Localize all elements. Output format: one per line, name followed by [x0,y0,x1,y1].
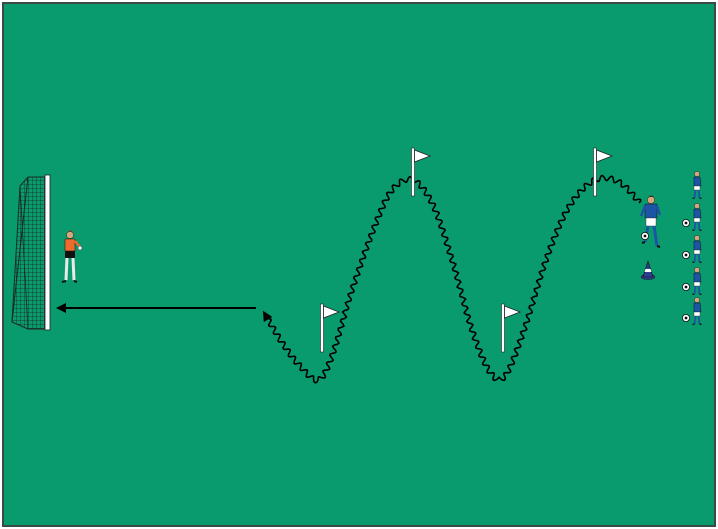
player-icon [639,195,662,248]
ball-icon [681,250,691,260]
ball-icon [640,231,650,241]
goalkeeper-icon [61,230,83,283]
cone-icon [640,259,656,280]
arrow-head-icon [262,310,273,322]
ball-icon [681,218,691,228]
goal-net-icon [11,174,51,331]
ball-icon [681,313,691,323]
ball-icon [681,282,691,292]
dribble-path [263,174,642,384]
